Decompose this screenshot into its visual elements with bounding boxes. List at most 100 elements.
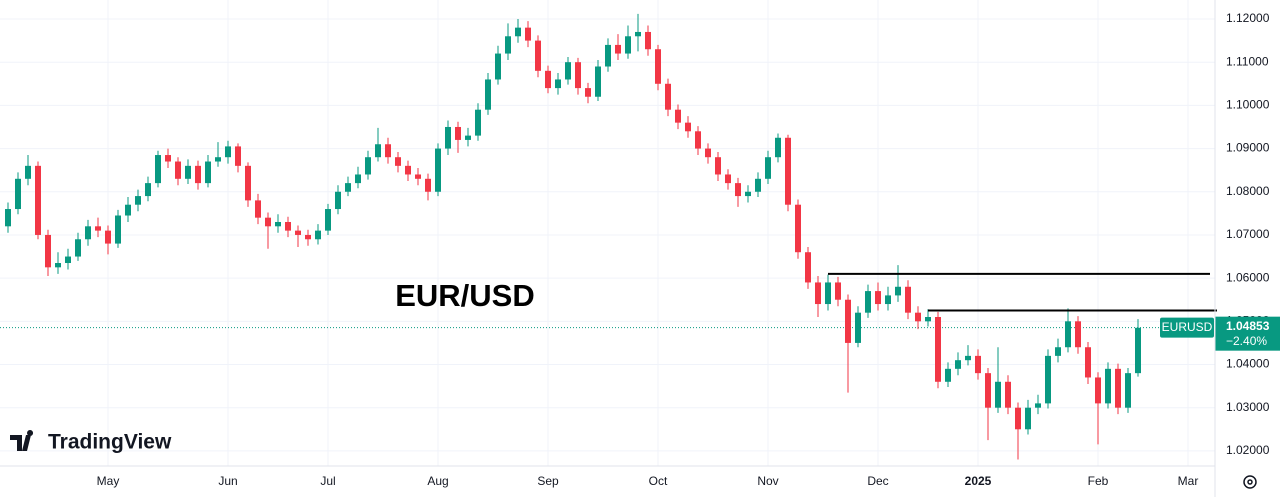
candle-body: [455, 126, 461, 140]
candle-body: [685, 122, 691, 132]
candle-body: [705, 148, 711, 158]
candle-body: [925, 317, 931, 322]
y-tick-label: 1.11000: [1226, 54, 1269, 68]
candle-body: [435, 148, 441, 192]
candle-body: [65, 256, 71, 264]
candle-body: [1115, 368, 1121, 408]
candle-body: [885, 295, 891, 305]
y-tick-label: 1.09000: [1226, 141, 1270, 155]
candle-body: [675, 109, 681, 123]
candle-body: [165, 155, 171, 162]
candle-body: [665, 83, 671, 110]
candle-body: [795, 204, 801, 253]
candle-body: [465, 135, 471, 140]
candle-body: [905, 286, 911, 313]
candle-body: [365, 157, 371, 175]
candle-body: [325, 209, 331, 231]
candle-body: [1135, 327, 1141, 374]
candle-body: [835, 282, 841, 300]
candle-body: [525, 27, 531, 41]
candle-body: [35, 165, 41, 235]
candle-body: [75, 239, 81, 257]
candle-body: [625, 36, 631, 54]
candle-body: [535, 40, 541, 71]
y-tick-label: 1.12000: [1226, 11, 1270, 25]
y-tick-label: 1.10000: [1226, 98, 1270, 112]
candle-body: [25, 165, 31, 179]
candle-body: [845, 299, 851, 343]
symbol-label: EURUSD: [1162, 320, 1213, 334]
candle-body: [485, 79, 491, 110]
brand-logo: TradingView: [10, 430, 172, 454]
x-tick-label: Dec: [867, 474, 888, 488]
candle-body: [105, 230, 111, 244]
x-tick-label: Sep: [537, 474, 559, 488]
candle-body: [135, 196, 141, 205]
candle-body: [755, 178, 761, 192]
candle-body: [305, 234, 311, 240]
candle-body: [595, 66, 601, 97]
price-tag: [1215, 316, 1280, 351]
candle-body: [915, 312, 921, 322]
candle-body: [475, 109, 481, 136]
candle-body: [5, 209, 11, 227]
candle-body: [235, 146, 241, 166]
candle-body: [395, 157, 401, 166]
candle-body: [1125, 373, 1131, 408]
candle-body: [875, 291, 881, 305]
candle-body: [1045, 355, 1051, 404]
candle-body: [565, 62, 571, 80]
x-tick-label: May: [97, 474, 120, 488]
candle-body: [275, 221, 281, 227]
y-tick-label: 1.02000: [1226, 443, 1270, 457]
candle-body: [345, 183, 351, 192]
candle-body: [645, 31, 651, 50]
change-label: −2.40%: [1226, 334, 1267, 348]
candle-body: [1095, 377, 1101, 404]
candle-body: [125, 204, 131, 216]
candle-body: [545, 70, 551, 89]
candle-body: [815, 282, 821, 305]
candle-body: [725, 174, 731, 184]
candle-body: [975, 355, 981, 374]
brand-name: TradingView: [48, 431, 172, 454]
watermark: EUR/USD: [395, 278, 535, 313]
candle-body: [335, 191, 341, 210]
candle-body: [415, 174, 421, 179]
candle-body: [1065, 321, 1071, 348]
candle-body: [935, 317, 941, 382]
candle-body: [825, 282, 831, 305]
y-tick-label: 1.08000: [1226, 184, 1270, 198]
candle-body: [1015, 407, 1021, 430]
candle-body: [775, 137, 781, 158]
candle-body: [425, 178, 431, 192]
candle-body: [445, 126, 451, 149]
candle-body: [785, 137, 791, 205]
x-tick-label: Feb: [1088, 474, 1109, 488]
candle-body: [1035, 403, 1041, 408]
symbol-tag: [1160, 317, 1214, 338]
candle-body: [375, 144, 381, 158]
last-price-label: 1.04853: [1226, 319, 1270, 333]
x-tick-label: Aug: [427, 474, 448, 488]
candle-body: [195, 165, 201, 184]
candle-body: [635, 31, 641, 37]
candle-body: [735, 183, 741, 197]
candle-body: [695, 131, 701, 149]
candle-body: [1085, 347, 1091, 378]
y-tick-label: 1.07000: [1226, 227, 1270, 241]
candle-body: [865, 291, 871, 313]
y-tick-label: 1.03000: [1226, 400, 1270, 414]
candle-body: [225, 146, 231, 158]
x-tick-label: 2025: [965, 474, 992, 488]
x-tick-label: Oct: [649, 474, 668, 488]
candle-body: [555, 79, 561, 89]
settings-icon[interactable]: [1243, 475, 1257, 489]
candle-body: [575, 62, 581, 89]
candle-body: [855, 312, 861, 343]
y-tick-label: 1.04000: [1226, 357, 1270, 371]
candle-body: [605, 44, 611, 67]
candle-body: [95, 226, 101, 231]
